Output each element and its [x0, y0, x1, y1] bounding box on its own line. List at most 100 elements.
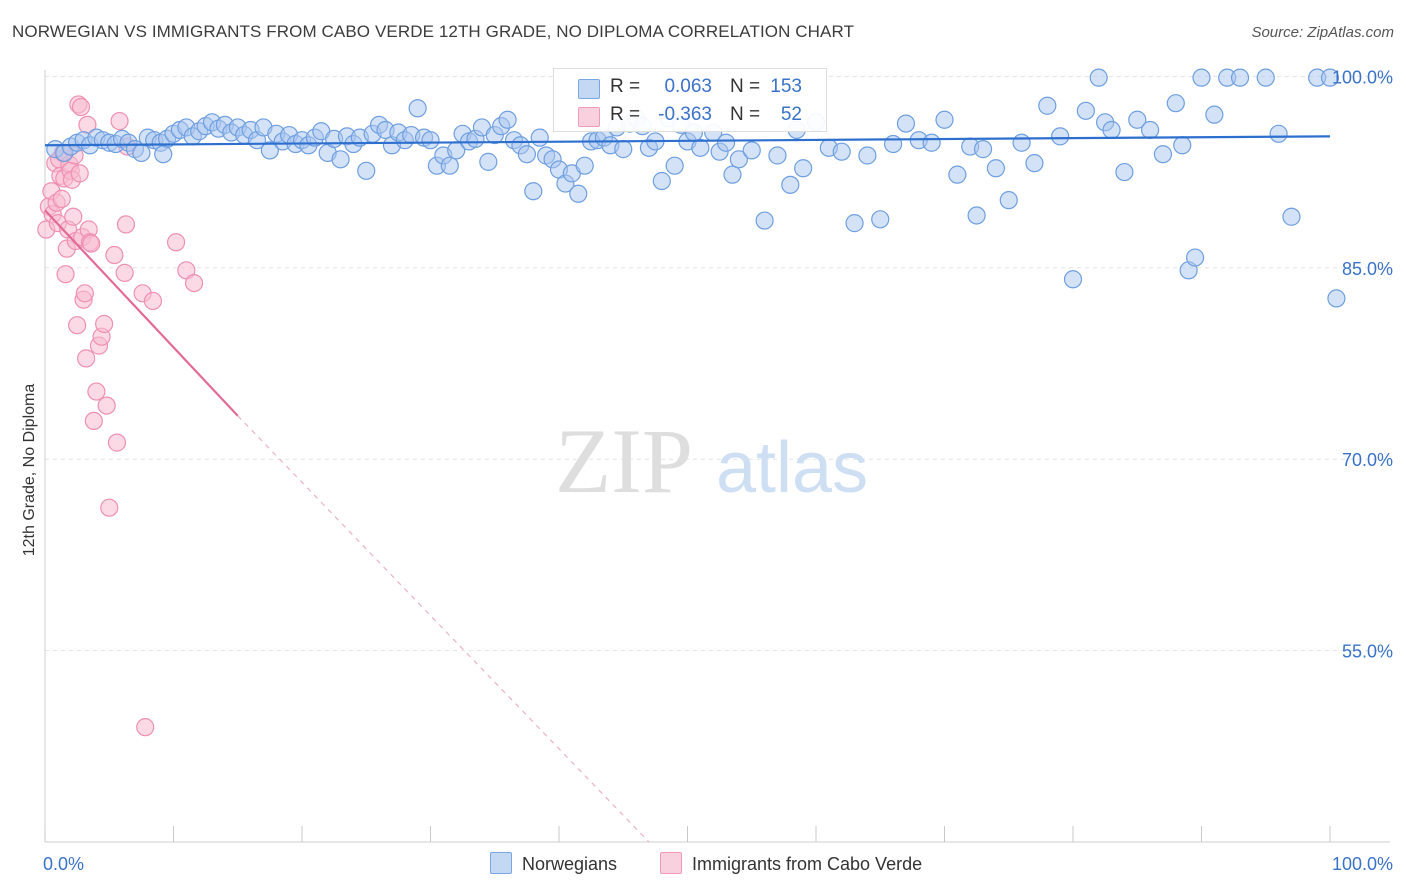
- point-norwegians: [1102, 120, 1121, 140]
- point-norwegians: [524, 182, 543, 201]
- point-cabo-verde: [116, 215, 136, 234]
- n-value: 52: [780, 104, 802, 125]
- r-label: R =: [610, 104, 641, 125]
- point-norwegians: [794, 159, 813, 178]
- legend-item-norwegians: Norwegians: [490, 852, 617, 875]
- x-tick-label: 0.0%: [43, 854, 84, 874]
- point-cabo-verde: [64, 207, 83, 226]
- stats-swatch-pink: [578, 107, 600, 127]
- point-norwegians: [614, 140, 633, 159]
- x-tick-label: 100.0%: [1332, 854, 1393, 874]
- point-norwegians: [665, 156, 684, 175]
- point-norwegians: [935, 110, 954, 129]
- point-norwegians: [1173, 136, 1192, 155]
- point-cabo-verde: [100, 498, 119, 517]
- stats-box: R = 0.063 N = 153 R = -0.363 N = 52: [553, 68, 827, 132]
- y-tick-label: 100.0%: [1332, 67, 1393, 87]
- point-norwegians: [723, 165, 742, 184]
- point-norwegians: [845, 214, 864, 233]
- trend-norwegians: [44, 135, 1331, 147]
- stats-row-norwegians: R = 0.063 N = 153: [554, 73, 826, 101]
- point-norwegians: [260, 141, 279, 160]
- point-cabo-verde: [56, 265, 75, 284]
- y-tick-label: 70.0%: [1342, 450, 1393, 470]
- point-norwegians: [517, 145, 536, 164]
- point-norwegians: [440, 156, 459, 175]
- point-norwegians: [1012, 133, 1031, 152]
- trend-cabo-verde-extension: [237, 415, 650, 843]
- series-cabo-verde: [37, 95, 204, 737]
- axes: [44, 70, 1390, 843]
- legend-swatch-pink: [660, 852, 682, 874]
- point-cabo-verde: [52, 189, 71, 208]
- point-norwegians: [1256, 68, 1275, 87]
- point-norwegians: [973, 140, 993, 159]
- point-norwegians: [1153, 145, 1173, 164]
- r-label: R =: [610, 76, 641, 97]
- trend-cabo-verde: [44, 209, 239, 417]
- trend-lines: [44, 135, 1331, 843]
- point-cabo-verde: [107, 433, 127, 452]
- point-cabo-verde: [87, 382, 106, 401]
- watermark-zip: ZIP: [555, 410, 693, 512]
- n-value: 153: [770, 76, 802, 97]
- point-cabo-verde: [75, 284, 94, 303]
- point-norwegians: [1089, 68, 1108, 87]
- y-tick-label: 55.0%: [1342, 642, 1393, 662]
- point-norwegians: [530, 128, 549, 147]
- r-value: 0.063: [664, 76, 712, 97]
- point-norwegians: [1038, 96, 1057, 115]
- point-norwegians: [1115, 162, 1134, 182]
- point-norwegians: [1192, 68, 1211, 87]
- point-norwegians: [1327, 289, 1346, 308]
- point-norwegians: [768, 146, 787, 165]
- point-norwegians: [1128, 110, 1147, 129]
- point-cabo-verde: [184, 273, 204, 293]
- point-norwegians: [1230, 68, 1250, 87]
- point-norwegians: [1140, 120, 1160, 140]
- point-norwegians: [408, 99, 427, 118]
- point-norwegians: [1063, 270, 1083, 289]
- point-norwegians: [1320, 68, 1340, 87]
- grid-lines: [45, 75, 1390, 652]
- watermark-atlas: atlas: [716, 428, 868, 508]
- point-norwegians: [331, 150, 350, 169]
- point-norwegians: [1282, 207, 1301, 226]
- point-norwegians: [1205, 105, 1224, 124]
- point-norwegians: [154, 145, 173, 164]
- point-norwegians: [569, 184, 588, 203]
- legend-label: Norwegians: [522, 854, 618, 874]
- watermark: ZIP atlas: [555, 410, 868, 512]
- point-cabo-verde: [71, 97, 91, 117]
- point-norwegians: [967, 206, 986, 225]
- point-norwegians: [883, 134, 903, 154]
- point-norwegians: [357, 161, 376, 180]
- point-cabo-verde: [143, 291, 163, 311]
- point-norwegians: [1166, 94, 1185, 113]
- legend-item-cabo-verde: Immigrants from Cabo Verde: [660, 852, 922, 875]
- point-norwegians: [922, 133, 941, 152]
- point-norwegians: [716, 133, 736, 152]
- source-note: Source: ZipAtlas.com: [1251, 24, 1394, 41]
- tick-labels: 100.0% 85.0% 70.0% 55.0% 0.0% 100.0%: [43, 67, 1393, 874]
- point-norwegians: [948, 165, 967, 184]
- legend-label: Immigrants from Cabo Verde: [692, 854, 923, 874]
- point-norwegians: [1051, 127, 1070, 146]
- point-norwegians: [729, 150, 749, 169]
- point-norwegians: [858, 146, 877, 165]
- r-value: -0.363: [658, 104, 712, 125]
- chart-title: NORWEGIAN VS IMMIGRANTS FROM CABO VERDE …: [12, 22, 855, 41]
- point-norwegians: [999, 191, 1018, 210]
- point-norwegians: [421, 131, 440, 150]
- point-cabo-verde: [77, 349, 96, 368]
- point-norwegians: [479, 152, 498, 171]
- point-norwegians: [871, 210, 890, 229]
- point-cabo-verde: [105, 245, 124, 265]
- y-tick-label: 85.0%: [1342, 259, 1393, 279]
- point-norwegians: [986, 159, 1006, 178]
- point-norwegians: [1025, 154, 1044, 173]
- point-norwegians: [691, 138, 710, 157]
- legend-swatch-blue: [490, 852, 512, 874]
- point-cabo-verde: [70, 164, 89, 183]
